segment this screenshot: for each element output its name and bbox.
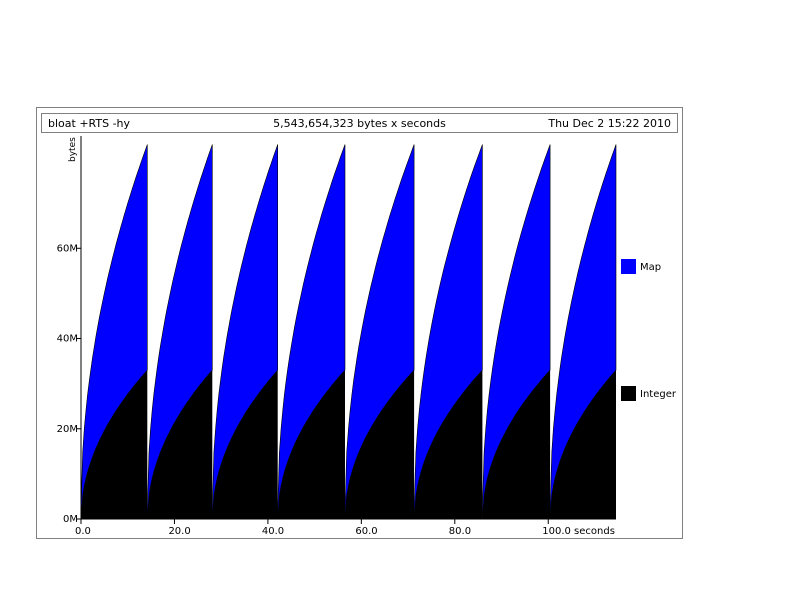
legend-swatch-map xyxy=(621,259,636,274)
integer-band-cycle-1 xyxy=(81,370,148,519)
legend-label-integer: Integer xyxy=(640,389,677,400)
program-label: bloat +RTS -hy xyxy=(48,117,131,130)
map-band-cycle-5 xyxy=(344,144,415,520)
integer-band-cycle-8 xyxy=(550,370,616,519)
y-axis-label: bytes xyxy=(68,137,78,162)
x-tick-label: 20.0 xyxy=(168,526,190,537)
legend-swatch-integer xyxy=(621,386,636,401)
integer-band-cycle-5 xyxy=(345,370,415,519)
y-tick-label: 20M xyxy=(57,424,78,435)
map-band-cycle-6 xyxy=(413,144,483,520)
integer-band-cycle-4 xyxy=(277,370,345,519)
legend-label-map: Map xyxy=(640,262,661,273)
x-tick-label: 0.0 xyxy=(75,526,91,537)
y-tick-label: 40M xyxy=(57,334,78,345)
map-band-cycle-1 xyxy=(80,144,148,520)
x-tick-label: 60.0 xyxy=(355,526,377,537)
integer-band-cycle-2 xyxy=(147,370,213,519)
integer-band-cycle-7 xyxy=(482,370,551,519)
x-tick-label: 100.0 seconds xyxy=(542,526,615,537)
map-band-cycle-2 xyxy=(147,144,213,520)
map-band-cycle-8 xyxy=(549,144,617,520)
map-band-cycle-7 xyxy=(482,144,551,520)
total-label: 5,543,654,323 bytes x seconds xyxy=(273,117,446,130)
map-band-cycle-3 xyxy=(212,144,278,520)
x-tick-label: 80.0 xyxy=(449,526,471,537)
x-tick-label: 40.0 xyxy=(262,526,284,537)
y-tick-label: 60M xyxy=(57,243,78,254)
integer-band-cycle-6 xyxy=(414,370,483,519)
chart-frame xyxy=(36,107,683,539)
integer-band-cycle-3 xyxy=(212,370,278,519)
y-tick-label: 0M xyxy=(63,514,78,525)
map-band-cycle-4 xyxy=(277,144,346,520)
chart-header: bloat +RTS -hy 5,543,654,323 bytes x sec… xyxy=(41,113,678,133)
date-label: Thu Dec 2 15:22 2010 xyxy=(548,117,671,130)
